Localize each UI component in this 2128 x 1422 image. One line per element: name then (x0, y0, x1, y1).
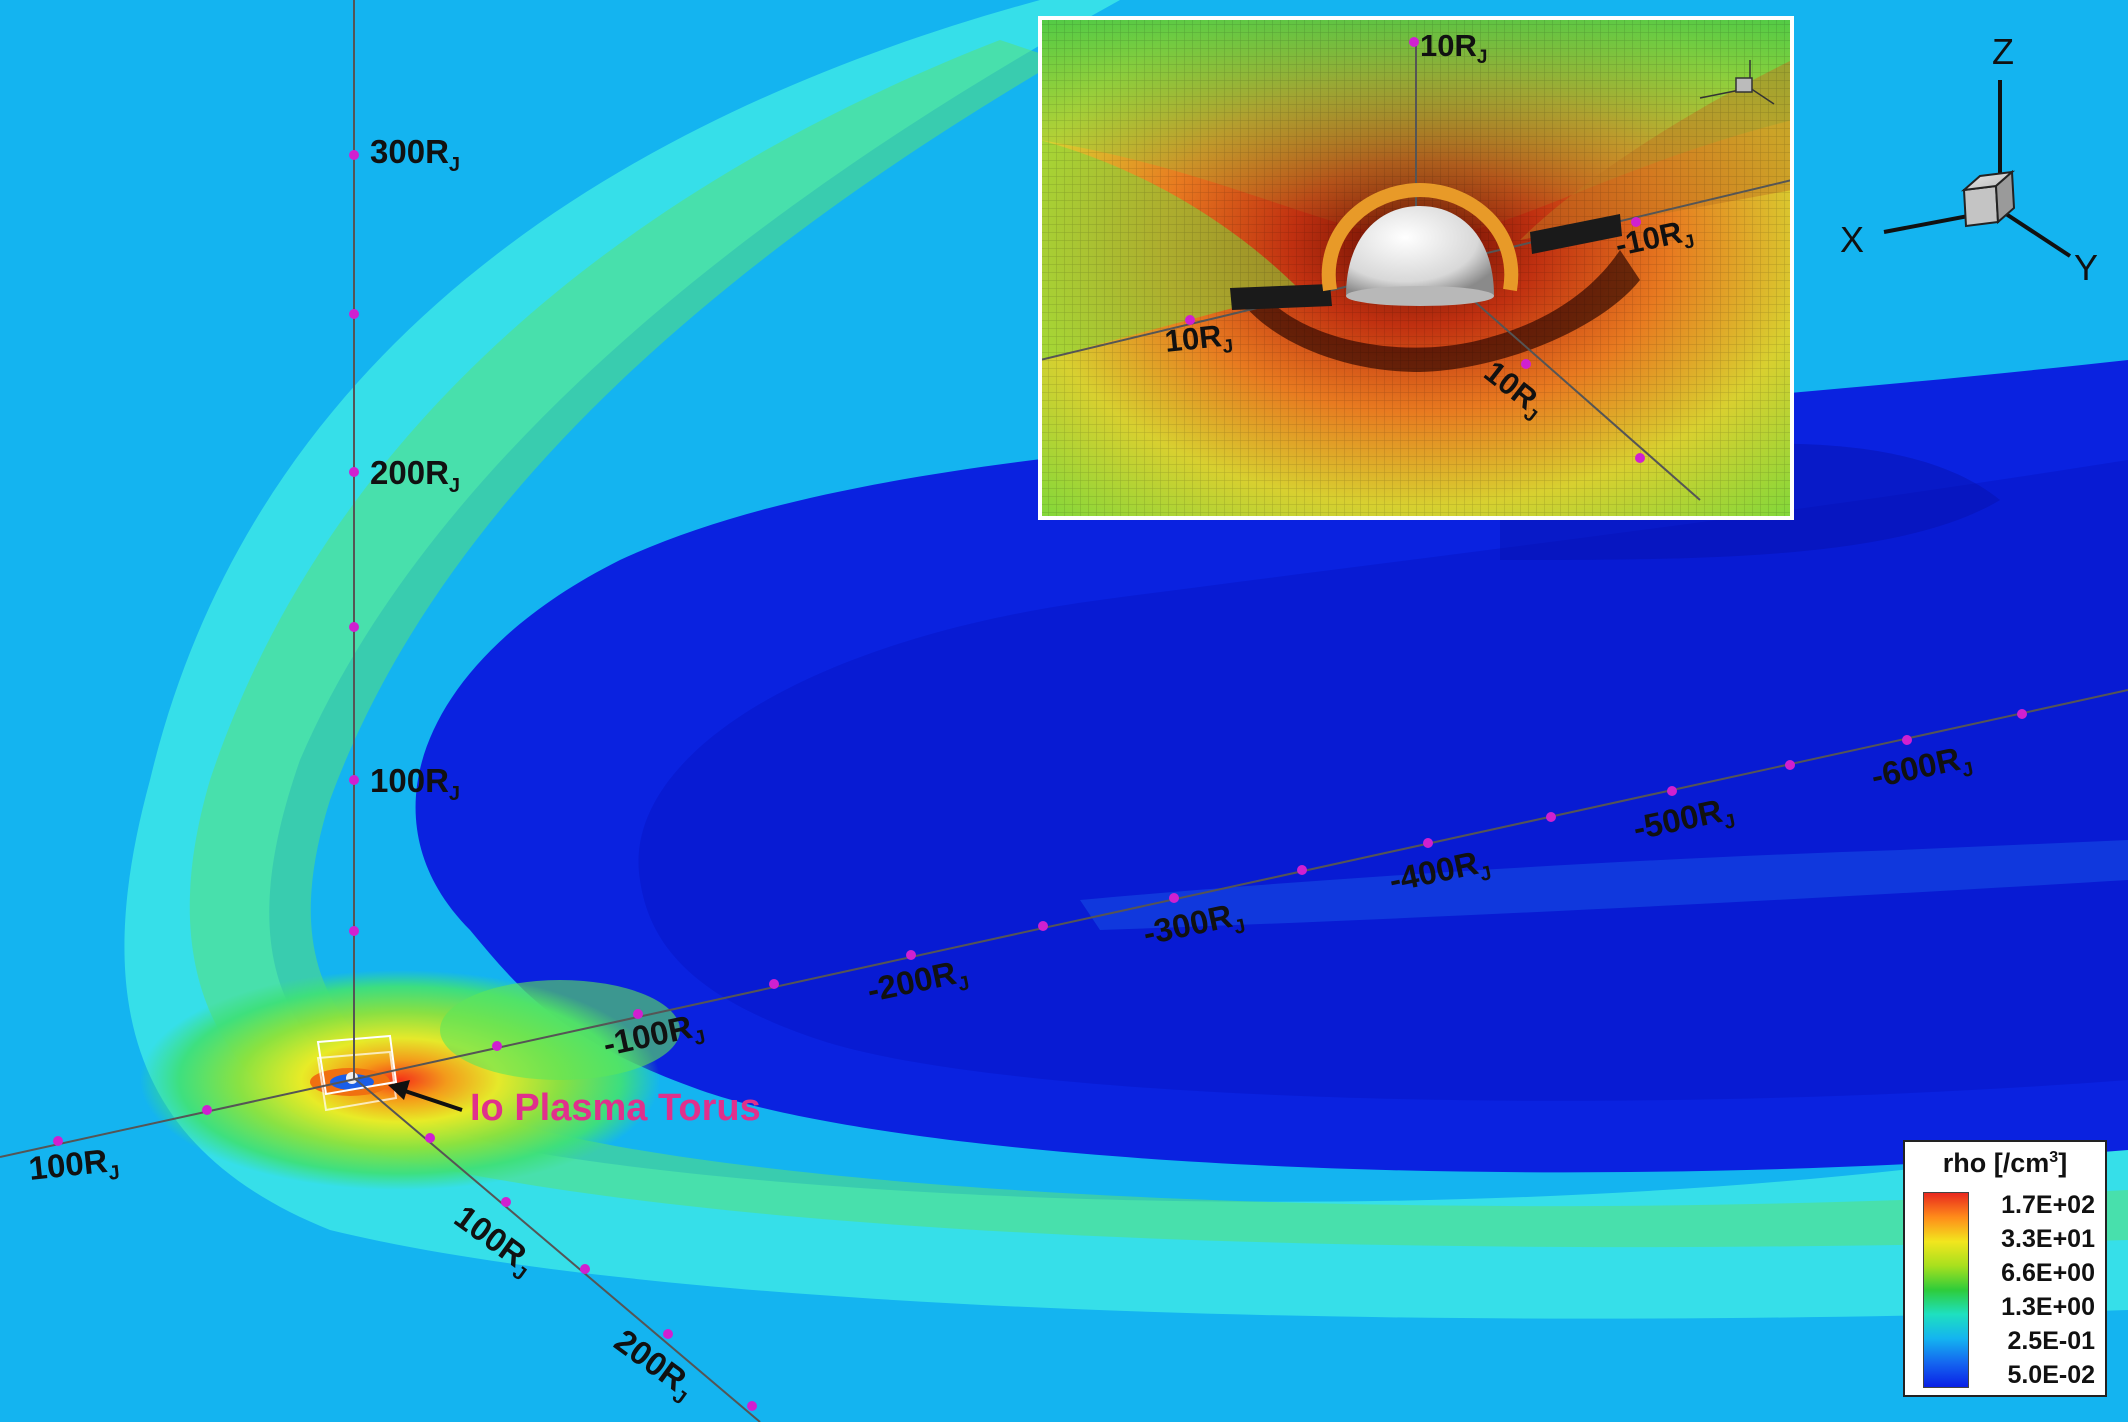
tick-marker (633, 1009, 643, 1019)
z-axis-label-200: 200RJ (370, 454, 460, 497)
torus-tail-glow (440, 980, 680, 1080)
tick-marker (53, 1136, 63, 1146)
inset-sphere-base (1346, 286, 1494, 306)
tick-marker (1667, 786, 1677, 796)
tick-marker (747, 1401, 757, 1411)
tick-marker (1635, 453, 1645, 463)
inset-right-slab (1530, 214, 1622, 254)
tick-marker (1546, 812, 1556, 822)
colorbar-levels: 1.7E+02 3.3E+01 6.6E+00 1.3E+00 2.5E-01 … (1975, 1188, 2103, 1393)
colorbar-level: 1.3E+00 (2001, 1293, 2095, 1321)
triad-label-x: X (1840, 219, 1864, 260)
tick-marker (1902, 735, 1912, 745)
triad-cube-front (1962, 184, 2000, 228)
inset-torus-ring (1321, 182, 1519, 292)
tick-marker (663, 1329, 673, 1339)
inset-border (1038, 16, 1794, 520)
tick-marker (349, 309, 359, 319)
tick-marker (349, 622, 359, 632)
tick-marker (2017, 709, 2027, 719)
io-plasma-torus-annotation: Io Plasma Torus (388, 1080, 761, 1129)
orientation-triad: Z X Y (1840, 31, 2098, 288)
z-axis-label-300: 300RJ (370, 133, 460, 176)
colorbar-level: 3.3E+01 (2001, 1225, 2095, 1253)
inset-label-top: 10RJ (1420, 28, 1487, 68)
z-axis-label-100: 100RJ (370, 762, 460, 805)
tick-marker (1423, 838, 1433, 848)
cavity-inner-shade (638, 460, 2128, 1101)
tick-marker (1038, 921, 1048, 931)
inset-mini-triad (1699, 60, 1775, 105)
axis-tick-markers (53, 150, 2027, 1411)
colorbar-legend: rho [/cm3] 1.7E+02 3.3E+01 6.6E+00 1.3E+… (1903, 1140, 2107, 1397)
tick-marker (202, 1105, 212, 1115)
x-axis-label-minus-500: -500RJ (1630, 790, 1738, 853)
cavity-light-streak (1080, 840, 2128, 930)
tick-marker (1169, 893, 1179, 903)
tick-marker (349, 467, 359, 477)
tick-marker (769, 979, 779, 989)
triad-cube-side (1994, 169, 2016, 225)
annotation-text: Io Plasma Torus (470, 1087, 761, 1129)
tick-marker (1185, 315, 1195, 325)
inset-panel: 10RJ -10RJ 10RJ 10RJ (1038, 16, 1794, 520)
colorbar-level: 6.6E+00 (2001, 1259, 2095, 1287)
tick-marker (1631, 217, 1641, 227)
tick-marker (1521, 359, 1531, 369)
tick-marker (1785, 760, 1795, 770)
tick-marker (1409, 37, 1419, 47)
tick-marker (349, 775, 359, 785)
tick-marker (492, 1041, 502, 1051)
tick-marker (580, 1264, 590, 1274)
tick-marker (425, 1133, 435, 1143)
left-axis-label-100: 100RJ (27, 1141, 121, 1193)
inset-tick-markers (1185, 37, 1645, 463)
annotation-arrow-head (388, 1080, 410, 1100)
inset-label-left: 10RJ (1163, 317, 1234, 364)
triad-label-y: Y (2074, 247, 2098, 288)
colorbar-level: 2.5E-01 (2007, 1327, 2095, 1355)
tick-marker (906, 950, 916, 960)
inset-sphere (1346, 206, 1494, 296)
zoom-box (316, 1034, 398, 1112)
tick-marker (1297, 865, 1307, 875)
tick-marker (349, 926, 359, 936)
inset-label-diagonal: 10RJ (1475, 354, 1553, 427)
tick-marker (501, 1197, 511, 1207)
colorbar-gradient (1923, 1192, 1969, 1388)
triad-label-z: Z (1992, 31, 2014, 72)
annotation-arrow-line (401, 1088, 463, 1112)
colorbar-level: 5.0E-02 (2007, 1361, 2095, 1389)
inset-left-slab (1230, 284, 1332, 310)
colorbar-title: rho [/cm3] (1942, 1148, 2068, 1178)
colorbar-level: 1.7E+02 (2001, 1191, 2095, 1219)
tick-marker (349, 150, 359, 160)
y-axis-line (353, 1077, 761, 1422)
